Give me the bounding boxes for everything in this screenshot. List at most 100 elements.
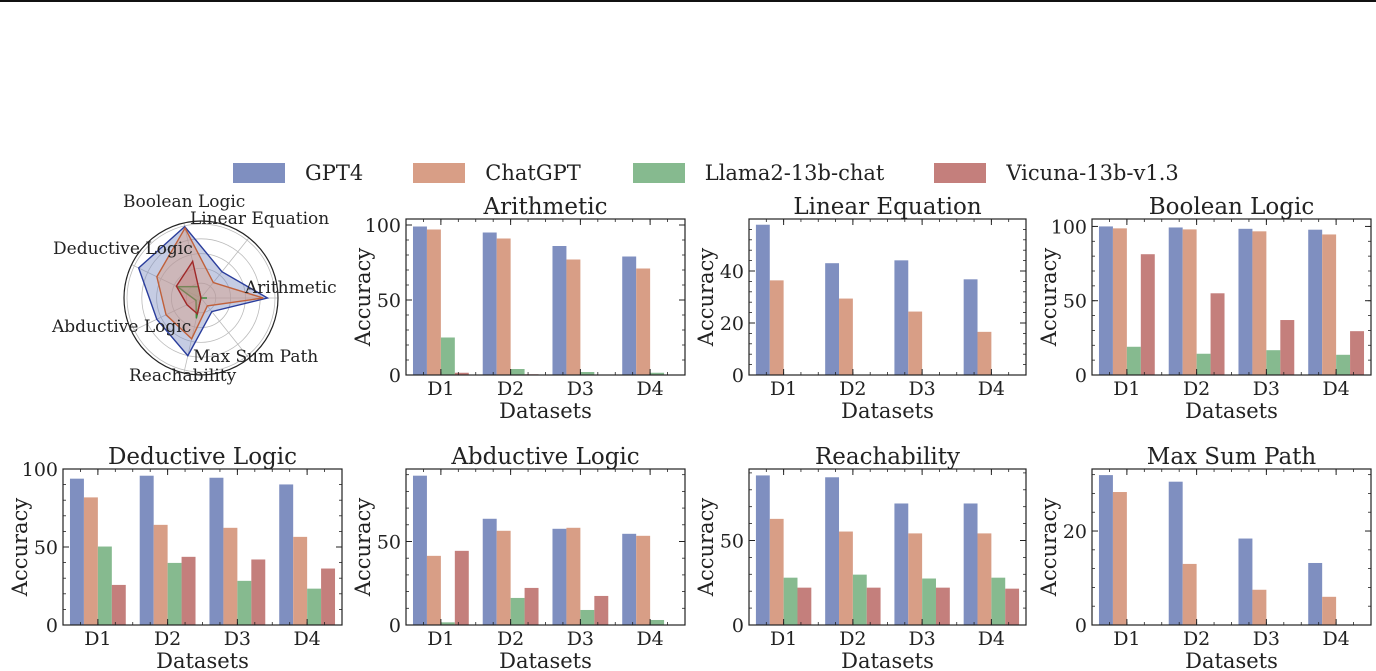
bar-chatgpt-d3 bbox=[908, 311, 923, 375]
radar-spoke bbox=[200, 237, 250, 299]
bar-chatgpt-d2 bbox=[496, 238, 511, 375]
y-axis-label: Accuracy bbox=[351, 248, 375, 348]
y-tick-label: 40 bbox=[720, 261, 744, 283]
x-tick-label: D2 bbox=[1183, 628, 1210, 650]
x-tick-label: D3 bbox=[908, 628, 935, 650]
bar-gpt4-d4 bbox=[622, 256, 637, 375]
y-axis-label: Accuracy bbox=[1037, 498, 1061, 598]
bar-llama2-13b-chat-d2 bbox=[510, 369, 525, 375]
bar-vicuna-13b-v1-3-d2 bbox=[866, 587, 881, 625]
bar-chatgpt-d2 bbox=[839, 531, 853, 625]
bar-chatgpt-d1 bbox=[1112, 228, 1127, 375]
legend-swatch-llama bbox=[632, 163, 685, 183]
legend-swatch-vicuna bbox=[934, 163, 987, 183]
bar-vicuna-13b-v1-3-d1 bbox=[454, 372, 469, 375]
chart-title: Arithmetic bbox=[483, 194, 608, 220]
y-tick-label: 50 bbox=[377, 531, 401, 553]
bar-chatgpt-d1 bbox=[769, 518, 784, 625]
chart-boolean-logic: 0 50 100 D1 D2 D3 D4 Boolean Logic Datasets Accur… bbox=[1037, 194, 1372, 423]
bar-llama2-13b-chat-d1 bbox=[97, 546, 112, 625]
x-axis-label: Datasets bbox=[156, 649, 249, 671]
y-tick-label: 0 bbox=[389, 365, 401, 387]
bar-vicuna-13b-v1-3-d4 bbox=[321, 568, 336, 625]
y-tick-label: 0 bbox=[389, 615, 401, 637]
x-tick-label: D3 bbox=[908, 378, 935, 400]
chart-linear-equation: 0 20 40 D1 D2 D3 D4 Linear Equation Datasets Accu… bbox=[694, 194, 1027, 423]
chart-title: Abductive Logic bbox=[450, 444, 639, 470]
bar-chatgpt-d4 bbox=[636, 535, 651, 625]
x-tick-label: D1 bbox=[1113, 378, 1140, 400]
bar-chatgpt-d1 bbox=[1112, 492, 1127, 625]
chart-title: Max Sum Path bbox=[1147, 444, 1317, 470]
bar-vicuna-13b-v1-3-d1 bbox=[797, 587, 812, 625]
bar-llama2-13b-chat-d4 bbox=[991, 577, 1006, 625]
bar-llama2-13b-chat-d2 bbox=[167, 562, 182, 625]
y-tick-label: 20 bbox=[1063, 521, 1087, 543]
chart-arithmetic: 0 50 100 D1 D2 D3 D4 Arithmetic Datasets Accuracy bbox=[351, 194, 686, 423]
bar-chatgpt-d2 bbox=[839, 298, 853, 375]
x-tick-label: D1 bbox=[770, 378, 797, 400]
bar-gpt4-d4 bbox=[1308, 229, 1323, 375]
bar-chatgpt-d1 bbox=[426, 229, 441, 375]
bar-chatgpt-d4 bbox=[293, 536, 308, 625]
x-tick-label: D2 bbox=[839, 628, 866, 650]
x-tick-label: D1 bbox=[84, 628, 111, 650]
y-axis-label: Accuracy bbox=[1037, 248, 1061, 348]
x-tick-label: D2 bbox=[839, 378, 866, 400]
bar-vicuna-13b-v1-3-d3 bbox=[1280, 320, 1295, 375]
bar-gpt4-d1 bbox=[755, 475, 770, 625]
y-tick-label: 0 bbox=[1075, 365, 1087, 387]
bar-gpt4-d2 bbox=[139, 475, 154, 625]
legend-label-llama: Llama2-13b-chat bbox=[704, 161, 885, 185]
bar-chatgpt-d3 bbox=[566, 259, 581, 375]
y-tick-label: 50 bbox=[720, 530, 744, 552]
x-tick-label: D4 bbox=[978, 378, 1005, 400]
bar-gpt4-d4 bbox=[279, 484, 294, 625]
legend-item-chatgpt: ChatGPT bbox=[413, 161, 581, 185]
x-tick-label: D1 bbox=[770, 628, 797, 650]
bar-chatgpt-d4 bbox=[1322, 596, 1337, 625]
bar-gpt4-d2 bbox=[825, 263, 840, 375]
chart-title: Deductive Logic bbox=[108, 444, 297, 470]
bar-chatgpt-d3 bbox=[566, 527, 581, 625]
bar-gpt4-d3 bbox=[894, 503, 909, 625]
x-tick-label: D1 bbox=[1113, 628, 1140, 650]
bar-gpt4-d1 bbox=[412, 475, 427, 625]
bar-gpt4-d4 bbox=[622, 533, 637, 625]
bar-gpt4-d1 bbox=[755, 224, 770, 375]
chart-title: Linear Equation bbox=[793, 194, 982, 220]
chart-max-sum-path: 0 20 D1 D2 D3 D4 Max Sum Path Datasets Accuracy bbox=[1037, 444, 1372, 671]
x-tick-label: D1 bbox=[427, 378, 454, 400]
bar-vicuna-13b-v1-3-d2 bbox=[1210, 293, 1225, 375]
radar-axis-label-linear-equation: Linear Equation bbox=[190, 209, 329, 229]
x-tick-label: D4 bbox=[1322, 628, 1349, 650]
x-axis-label: Datasets bbox=[499, 649, 592, 671]
y-axis-label: Accuracy bbox=[694, 248, 718, 348]
bar-gpt4-d4 bbox=[963, 279, 978, 375]
bar-chatgpt-d2 bbox=[496, 530, 511, 625]
legend-swatch-chatgpt bbox=[413, 163, 466, 183]
x-tick-label: D4 bbox=[978, 628, 1005, 650]
x-tick-label: D3 bbox=[567, 378, 594, 400]
legend-swatch-gpt4 bbox=[233, 163, 285, 183]
bar-chatgpt-d4 bbox=[977, 533, 992, 625]
y-tick-label: 50 bbox=[1063, 291, 1087, 313]
x-tick-label: D3 bbox=[1253, 628, 1280, 650]
radar-axis-label-boolean-logic: Boolean Logic bbox=[123, 192, 245, 212]
bar-llama2-13b-chat-d1 bbox=[440, 337, 455, 375]
y-tick-label: 100 bbox=[22, 459, 58, 481]
top-rule bbox=[0, 0, 1376, 2]
y-tick-label: 0 bbox=[732, 365, 744, 387]
x-axis-label: Datasets bbox=[499, 399, 592, 423]
bar-chatgpt-d3 bbox=[908, 533, 923, 625]
y-tick-label: 50 bbox=[34, 537, 58, 559]
chart-deductive-logic: 0 50 100 D1 D2 D3 D4 Deductive Logic Datasets Acc… bbox=[8, 444, 343, 671]
bar-llama2-13b-chat-d3 bbox=[1266, 350, 1281, 375]
x-tick-label: D4 bbox=[636, 378, 663, 400]
y-tick-label: 0 bbox=[1075, 615, 1087, 637]
x-tick-label: D1 bbox=[427, 628, 454, 650]
radar-axis-label-deductive-logic: Deductive Logic bbox=[53, 239, 193, 259]
x-tick-label: D4 bbox=[1322, 378, 1349, 400]
legend-item-gpt4: GPT4 bbox=[233, 161, 363, 185]
